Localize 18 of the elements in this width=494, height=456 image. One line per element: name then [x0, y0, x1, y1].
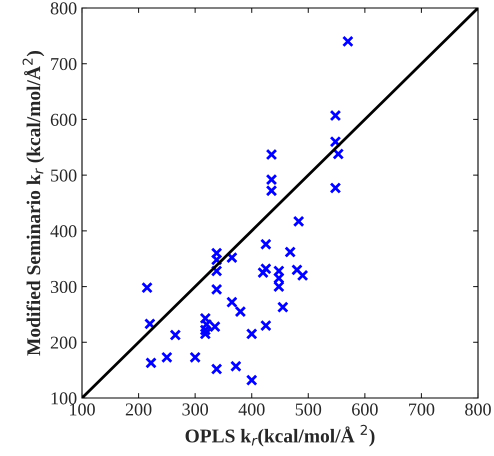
x-tick-label: 600 — [352, 403, 378, 416]
x-tick-label: 700 — [409, 403, 434, 416]
y-tick-label: 600 — [50, 114, 76, 126]
x-tick-label: 100 — [70, 403, 95, 416]
x-tick-label: 400 — [238, 403, 265, 416]
x-tick-label: 500 — [296, 403, 322, 416]
y-tick-label: 300 — [50, 280, 76, 294]
y-tick-label: 200 — [50, 336, 76, 349]
y-tick-label: 700 — [51, 58, 76, 70]
y-axis-title: Modified Seminario k$_{r}$ (kcal/mol/Å$^{2}$) — [22, 51, 44, 356]
x-tick-label: 200 — [126, 403, 152, 416]
y-tick-label: 500 — [51, 169, 76, 182]
x-tick-label: 800 — [465, 403, 491, 416]
y-tick-label: 100 — [52, 392, 76, 404]
y-tick-label: 800 — [50, 2, 76, 14]
x-tick-label: 300 — [182, 403, 208, 416]
x-axis-title: OPLS k$_{r}$(kcal/mol/Å $^{2}$) — [186, 424, 374, 446]
y-tick-label: 400 — [50, 225, 76, 238]
